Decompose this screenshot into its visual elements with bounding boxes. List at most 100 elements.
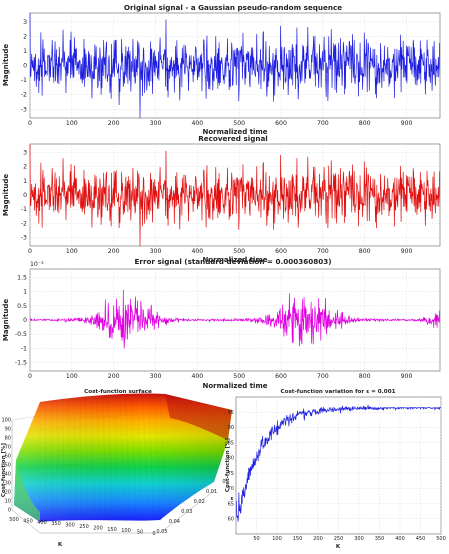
y-tick-label: 1 [23, 48, 27, 55]
cost-variation-ylabel: Cost-function [%] [225, 437, 231, 492]
x-tick-label: 500 [233, 373, 245, 380]
cost-variation-xlabel: K [336, 544, 341, 550]
k-tick-label: 150 [107, 527, 117, 533]
k-tick-label: 0 [152, 531, 155, 537]
cost-variation-plot-area [236, 397, 441, 534]
x-tick-label: 700 [317, 373, 329, 380]
eps-tick-label: 0.05 [156, 529, 167, 535]
k-tick-label: 200 [93, 525, 103, 531]
x-tick-label: 500 [233, 248, 245, 255]
x-tick-label: 0 [28, 248, 32, 255]
eps-tick-label: 0.02 [194, 499, 205, 505]
x-tick-label: 0 [28, 120, 32, 127]
z-tick-label: 90 [5, 427, 11, 433]
k-tick-label: 350 [51, 521, 61, 527]
x-tick-label: 900 [401, 373, 413, 380]
k-tick-label: 400 [37, 520, 47, 526]
x-tick-label: 300 [150, 120, 162, 127]
x-tick-label: 200 [108, 120, 120, 127]
x-tick-label: 300 [354, 536, 364, 542]
y-tick-label: -2 [21, 220, 27, 227]
y-tick-label: 1 [23, 289, 27, 296]
x-tick-label: 350 [375, 536, 385, 542]
x-tick-label: 800 [359, 248, 371, 255]
cost-surface-klabel: K [58, 542, 63, 548]
x-tick-label: 400 [395, 536, 405, 542]
y-tick-label: 2 [23, 164, 27, 171]
x-tick-label: 250 [334, 536, 344, 542]
x-tick-label: 800 [359, 373, 371, 380]
z-tick-label: 100 [1, 418, 11, 424]
error-signal-ylabel: Magnitude [2, 299, 10, 341]
y-tick-label: 0 [23, 192, 27, 199]
original-signal-y-ticks: -3 -2 -1 0 1 2 3 [21, 19, 27, 114]
y-tick-label: 95 [228, 410, 234, 416]
z-tick-label: 0 [8, 508, 11, 514]
x-tick-label: 150 [293, 536, 303, 542]
recovered-signal-title: Recovered signal [198, 134, 268, 143]
x-tick-label: 300 [150, 248, 162, 255]
y-tick-label: 0.5 [17, 303, 27, 310]
x-tick-label: 600 [275, 120, 287, 127]
y-tick-label: -2 [21, 92, 27, 99]
original-signal-title: Original signal - a Gaussian pseudo-rand… [124, 3, 342, 12]
x-tick-label: 200 [108, 248, 120, 255]
cost-variation-title: Cost-function variation for ε = 0.001 [281, 389, 396, 395]
z-tick-label: 80 [5, 436, 11, 442]
original-signal-ylabel: Magnitude [2, 44, 10, 86]
x-tick-label: 200 [108, 373, 120, 380]
eps-tick-label: 0.04 [169, 519, 180, 525]
y-tick-label: 1.5 [17, 275, 27, 282]
error-signal-xlabel: Normalized time [203, 382, 268, 390]
panel-original-signal: Original signal - a Gaussian pseudo-rand… [2, 3, 440, 136]
y-tick-label: 1 [23, 178, 27, 185]
recovered-signal-y-ticks: -3 -2 -1 0 1 2 3 [21, 150, 27, 242]
panel-recovered-signal: Recovered signal -3 -2 -1 0 1 2 3 0 100 200 300 40… [2, 134, 440, 264]
y-tick-label: 3 [23, 19, 27, 26]
x-tick-label: 100 [66, 248, 78, 255]
x-tick-label: 900 [401, 120, 413, 127]
k-tick-label: 450 [23, 518, 33, 524]
y-tick-label: -1.5 [15, 360, 27, 367]
x-tick-label: 400 [191, 248, 203, 255]
y-tick-label: 0 [23, 63, 27, 70]
x-tick-label: 500 [436, 536, 446, 542]
x-tick-label: 800 [359, 120, 371, 127]
x-tick-label: 600 [275, 373, 287, 380]
x-tick-label: 450 [416, 536, 426, 542]
x-tick-label: 400 [191, 120, 203, 127]
x-tick-label: 500 [233, 120, 245, 127]
y-tick-label: -1 [21, 206, 27, 213]
k-tick-label: 500 [9, 517, 19, 523]
y-tick-label: -3 [21, 106, 27, 113]
y-tick-label: 2 [23, 33, 27, 40]
error-signal-exponent: 10⁻³ [30, 261, 44, 268]
panel-cost-variation: Cost-function variation for ε = 0.001 60… [225, 389, 446, 550]
y-tick-label: -1 [21, 345, 27, 352]
eps-tick-label: 0.03 [181, 509, 192, 515]
cost-surface-zlabel: Cost-function [%] [1, 442, 7, 497]
y-tick-label: 3 [23, 150, 27, 157]
k-tick-label: 50 [137, 530, 143, 536]
k-tick-label: 300 [65, 523, 75, 529]
x-tick-label: 200 [313, 536, 323, 542]
x-tick-label: 600 [275, 248, 287, 255]
error-signal-y-ticks: -1.5-1-0.500.511.5 [15, 275, 27, 367]
x-tick-label: 100 [66, 373, 78, 380]
y-tick-label: -3 [21, 235, 27, 242]
recovered-signal-ylabel: Magnitude [2, 174, 10, 216]
x-tick-label: 700 [317, 248, 329, 255]
x-tick-label: 400 [191, 373, 203, 380]
x-tick-label: 100 [272, 536, 282, 542]
x-tick-label: 300 [150, 373, 162, 380]
y-tick-label: -1 [21, 77, 27, 84]
y-tick-label: 60 [228, 517, 234, 523]
eps-tick-label: 0.01 [206, 489, 217, 495]
y-tick-label: -0.5 [15, 331, 27, 338]
error-signal-title: Error signal (standard deviation = 0.000… [135, 257, 332, 266]
